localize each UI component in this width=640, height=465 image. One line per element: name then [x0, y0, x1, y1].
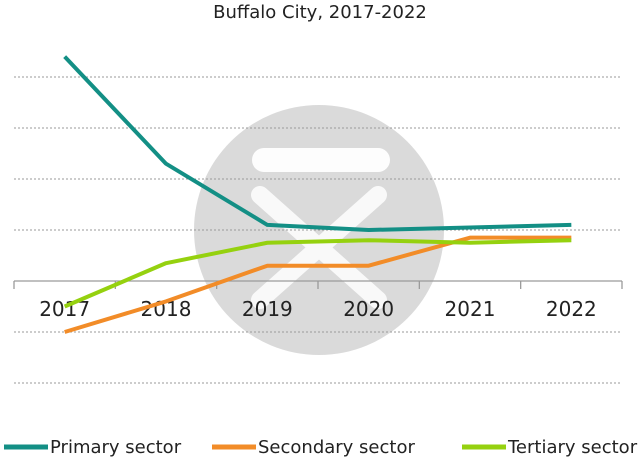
legend-label: Primary sector: [50, 437, 182, 458]
series-line-3: [63, 238, 572, 309]
series-line-2: [64, 235, 572, 334]
x-tick-label: 2020: [343, 297, 394, 321]
chart-title: Buffalo City, 2017-2022: [213, 2, 427, 23]
legend: Primary sector Secondary sector Tertiary s…: [4, 437, 638, 458]
series-line-1: [63, 55, 572, 232]
x-tick-label: 2019: [242, 297, 293, 321]
legend-label: Secondary sector: [258, 437, 415, 458]
legend-label: Tertiary sector: [507, 437, 638, 458]
x-tick-label: 2021: [445, 297, 496, 321]
x-tick-label: 2022: [546, 297, 597, 321]
